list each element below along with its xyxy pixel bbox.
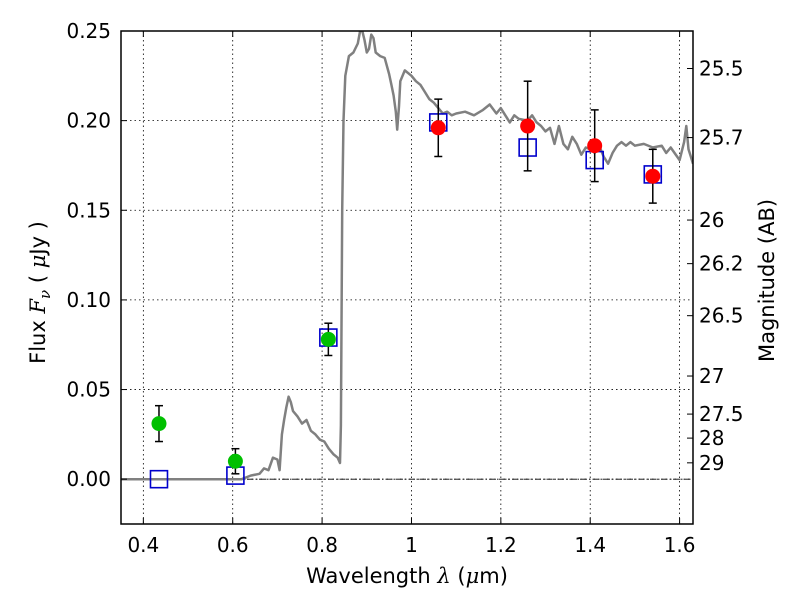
model-spectrum-line: [121, 31, 693, 481]
magnitude-axis-label: Magnitude (AB): [755, 199, 779, 362]
magnitude-tick-label: 27.5: [699, 402, 744, 426]
data-points: [149, 80, 663, 489]
optical-point: [227, 453, 243, 469]
y-tick-label: 0.15: [66, 198, 111, 222]
nir-point: [520, 118, 536, 134]
x-tick-label: 1.4: [574, 533, 606, 557]
nir-point: [430, 120, 446, 136]
nir-point: [587, 138, 603, 154]
magnitude-tick-label: 29: [699, 451, 724, 475]
plot-frame: [120, 30, 694, 525]
model-point-square: [149, 469, 169, 489]
magnitude-tick-label: 27: [699, 364, 724, 388]
magnitude-tick-label: 26: [699, 208, 724, 232]
model-spectrum: [121, 31, 693, 481]
y-axis-label: Flux Fν ( μJy ): [26, 221, 54, 364]
magnitude-tick-label: 26.5: [699, 304, 744, 328]
nir-point: [645, 168, 661, 184]
y-tick-label: 0.00: [66, 467, 111, 491]
x-axis-label: Wavelength λ (μm): [306, 564, 508, 588]
magnitude-tick-label: 25.5: [699, 56, 744, 80]
x-tick-label: 1: [405, 533, 418, 557]
magnitude-tick-label: 28: [699, 426, 724, 450]
y-tick-label: 0.10: [66, 288, 111, 312]
x-tick-label: 0.4: [127, 533, 159, 557]
grid: [121, 30, 693, 524]
x-tick-label: 0.8: [306, 533, 338, 557]
optical-point: [151, 416, 167, 432]
x-tick-label: 1.6: [664, 533, 696, 557]
magnitude-tick-label: 25.7: [699, 126, 744, 150]
magnitude-tick-label: 26.2: [699, 252, 744, 276]
y-tick-label: 0.20: [66, 109, 111, 133]
y-tick-label: 0.05: [66, 378, 111, 402]
y-tick-label: 0.25: [66, 19, 111, 43]
axis-ticks: 0.4 0.6 0.8 1 1.2 1.4 1.6 0.00 0.05 0.10 0.15 0.20 0…: [66, 19, 743, 557]
optical-point: [320, 331, 336, 347]
x-tick-label: 1.2: [485, 533, 517, 557]
x-tick-label: 0.6: [217, 533, 249, 557]
